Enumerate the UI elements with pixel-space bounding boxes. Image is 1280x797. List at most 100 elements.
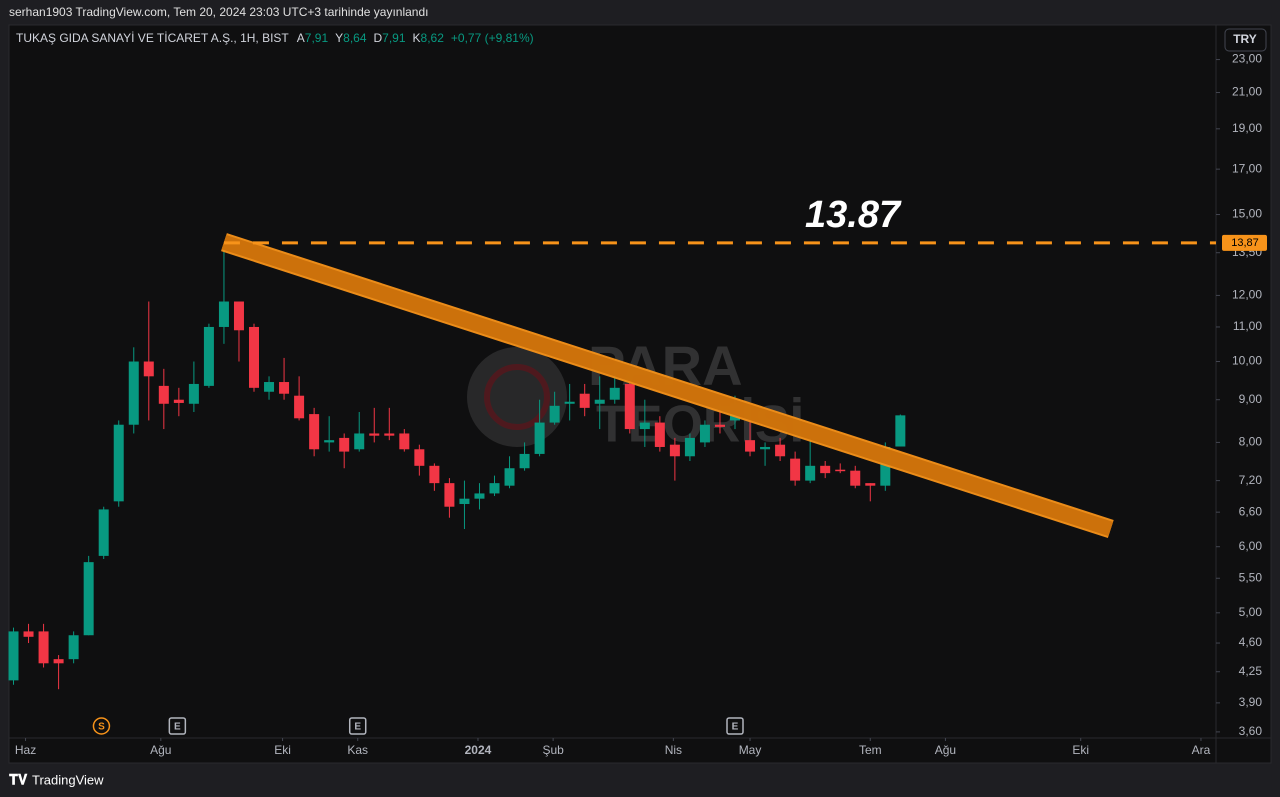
event-marker: [726, 717, 744, 735]
candle-body: [474, 493, 485, 499]
ohlc-value: 7,91: [305, 31, 329, 45]
candle-body: [279, 382, 290, 394]
candle-body: [98, 509, 109, 556]
candle-body: [324, 440, 335, 443]
event-marker: [348, 717, 367, 735]
ohlc-label: K: [413, 31, 421, 45]
x-tick-label: 2024: [465, 743, 492, 757]
event-label: S: [98, 722, 105, 733]
candle-body: [594, 399, 605, 404]
candle-body: [835, 469, 846, 472]
annotation: 13.87: [805, 194, 902, 236]
candle-body: [534, 422, 545, 454]
candle-body: [38, 631, 49, 664]
candle-body: [519, 453, 530, 469]
chart-panel: [8, 24, 1272, 764]
event-label: E: [174, 722, 181, 733]
x-tick-label: Ağu: [935, 743, 956, 757]
event-label: E: [732, 722, 739, 733]
event-marker: [92, 717, 111, 735]
candle-body: [339, 437, 350, 452]
candle-body: [264, 382, 275, 392]
y-tick-label: 5,50: [1239, 570, 1263, 584]
candle-body: [489, 483, 500, 494]
candle-body: [53, 659, 64, 664]
y-tick-label: 12,00: [1232, 288, 1262, 302]
candle-body: [294, 395, 305, 419]
y-tick-label: 8,00: [1239, 435, 1263, 449]
candle-body: [669, 444, 680, 457]
candle-body: [714, 424, 725, 427]
x-tick-label: Tem: [859, 743, 882, 757]
symbol: TUKAŞ GIDA SANAYİ VE TİCARET A.Ş., 1H, B…: [16, 31, 289, 45]
y-tick-label: 3,60: [1239, 724, 1263, 738]
candle-body: [745, 440, 756, 452]
candle-body: [384, 433, 395, 436]
candle-body: [820, 465, 831, 474]
candle-body: [414, 449, 425, 466]
x-tick-label: Eki: [1072, 743, 1089, 757]
candle-body: [143, 361, 154, 377]
candle-body: [8, 631, 19, 681]
event-label: E: [354, 722, 361, 733]
y-tick-label: 6,00: [1239, 539, 1263, 553]
candle-body: [775, 444, 786, 457]
watermark-logo: [467, 347, 567, 447]
event-marker: [168, 717, 187, 735]
candle-body: [624, 383, 635, 430]
x-tick-label: Ağu: [150, 743, 171, 757]
candle-body: [203, 326, 214, 386]
y-tick-label: 21,00: [1232, 85, 1262, 99]
candle-body: [309, 414, 320, 450]
y-tick-label: 5,00: [1239, 605, 1263, 619]
ohlc-label: Y: [335, 31, 343, 45]
y-tick-label: 15,00: [1232, 207, 1262, 221]
y-tick-label: 23,00: [1232, 52, 1262, 66]
logo-mark: 𝐓𝐕: [9, 772, 28, 788]
x-tick-label: Haz: [15, 743, 36, 757]
currency[interactable]: TRY: [1233, 32, 1257, 46]
candle-body: [158, 385, 169, 404]
ohlc-label: D: [374, 31, 383, 45]
y-tick-label: 3,90: [1239, 695, 1263, 709]
candle-body: [83, 562, 94, 636]
candle-body: [504, 468, 515, 486]
ohlc-label: A: [297, 31, 305, 45]
y-tick-label: 10,00: [1232, 354, 1262, 368]
y-tick-label: 6,60: [1239, 504, 1263, 518]
candle-body: [459, 498, 470, 505]
candle-body: [880, 446, 891, 486]
y-tick-label: 7,20: [1239, 473, 1263, 487]
price-tag: [1222, 234, 1267, 251]
x-tick-label: May: [739, 743, 762, 757]
candle-body: [444, 483, 455, 507]
candle-body: [549, 405, 560, 423]
watermark-logo-ring: [484, 364, 550, 430]
candle-body: [218, 301, 229, 327]
y-tick-label: 4,25: [1239, 664, 1263, 678]
candle-body: [579, 393, 590, 408]
candle-body: [654, 422, 665, 447]
candle-body: [354, 433, 365, 450]
y-tick-label: 19,00: [1232, 121, 1262, 135]
y-tick-label: 17,00: [1232, 161, 1262, 175]
candle-body: [805, 465, 816, 481]
candle-body: [429, 465, 440, 484]
x-tick-label: Nis: [665, 743, 682, 757]
candle-body: [233, 301, 244, 331]
publish-info: serhan1903 TradingView.com, Tem 20, 2024…: [9, 5, 429, 19]
candle-body: [188, 383, 199, 404]
price-tag-label: 13,87: [1231, 237, 1259, 249]
ohlc-value: 8,64: [343, 31, 367, 45]
candle-body: [790, 458, 801, 481]
logo-text: TradingView: [32, 772, 104, 787]
candle-body: [173, 399, 184, 403]
currency-button[interactable]: [1224, 28, 1267, 52]
y-tick-label: 9,00: [1239, 392, 1263, 406]
footer-logo: 𝐓𝐕 TradingView: [9, 772, 104, 788]
ohlc-value: 8,62: [421, 31, 445, 45]
candle-body: [399, 433, 410, 450]
candle-body: [609, 387, 620, 400]
